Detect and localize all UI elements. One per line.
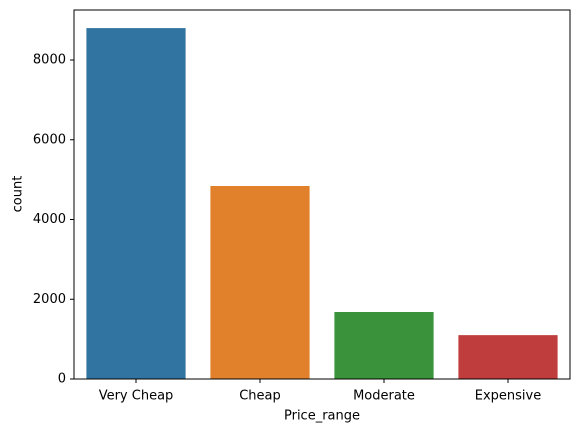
x-tick-label: Moderate bbox=[353, 389, 415, 404]
x-axis-label: Price_range bbox=[284, 409, 360, 424]
bar bbox=[210, 186, 310, 379]
y-tick-label: 8000 bbox=[33, 53, 66, 68]
x-tick-label: Expensive bbox=[475, 389, 541, 404]
y-tick-label: 2000 bbox=[33, 292, 66, 307]
x-tick-label: Cheap bbox=[239, 389, 281, 404]
y-tick-label: 4000 bbox=[33, 212, 66, 227]
y-axis-label: count bbox=[11, 176, 26, 213]
x-tick-label: Very Cheap bbox=[99, 389, 174, 404]
y-tick-label: 6000 bbox=[33, 132, 66, 147]
bar bbox=[86, 28, 186, 380]
plot-frame bbox=[73, 9, 571, 380]
bar bbox=[458, 335, 558, 379]
bar bbox=[334, 312, 434, 379]
y-tick-label: 0 bbox=[58, 372, 66, 387]
